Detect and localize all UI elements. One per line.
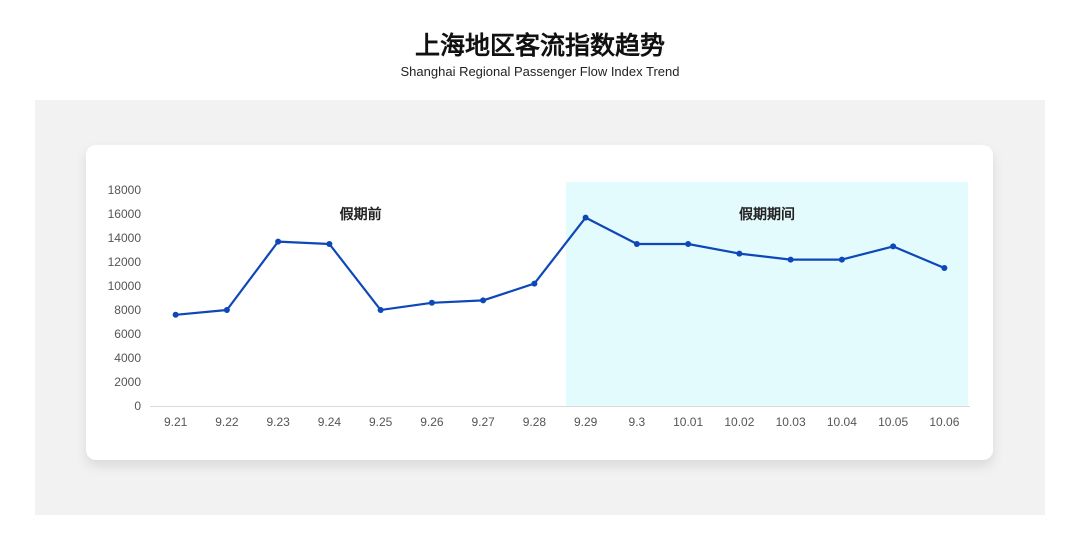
series-line [175,216,945,316]
data-point [787,256,794,263]
x-tick-label: 10.02 [724,415,754,429]
x-tick-label: 9.24 [318,415,342,429]
data-point [838,256,845,263]
y-tick-label: 14000 [108,231,142,245]
data-point [428,299,435,306]
x-tick-label: 9.22 [215,415,239,429]
data-point [685,241,692,247]
y-tick-label: 6000 [114,327,141,341]
y-tick-label: 0 [134,399,141,413]
y-tick-label: 8000 [114,303,141,317]
x-tick-label: 9.3 [629,415,646,429]
x-tick-label: 10.06 [929,415,959,429]
x-tick-label: 9.21 [164,415,188,429]
x-tick-label: 9.27 [471,415,495,429]
holiday-highlight-band [566,182,968,406]
y-tick-label: 10000 [108,279,142,293]
x-tick-label: 9.29 [574,415,598,429]
x-tick-label: 10.05 [878,415,908,429]
data-point [480,297,487,304]
data-point [736,250,743,257]
x-tick-label: 10.03 [776,415,806,429]
chart-title: 上海地区客流指数趋势 [414,31,665,60]
data-point [377,307,384,313]
holiday-period-label: 假期期间 [739,206,795,223]
data-point [326,241,333,247]
pre-holiday-label: 假期前 [340,206,382,223]
x-tick-label: 9.23 [266,415,290,429]
chart-subtitle: Shanghai Regional Passenger Flow Index T… [400,64,680,79]
data-point [941,265,948,271]
x-tick-label: 10.04 [827,415,857,429]
data-point [582,214,589,221]
data-point [531,280,538,287]
data-point [275,238,282,245]
y-tick-label: 2000 [114,375,141,389]
data-point [223,307,230,313]
y-tick-label: 4000 [114,351,141,365]
x-tick-label: 9.26 [420,415,444,429]
data-point [890,243,897,250]
data-point [172,311,179,318]
y-tick-label: 12000 [108,255,142,269]
x-tick-label: 9.28 [523,415,547,429]
y-tick-label: 16000 [108,207,142,221]
x-tick-label: 9.25 [369,415,393,429]
y-tick-label: 18000 [108,183,142,197]
data-point [633,241,640,247]
x-tick-label: 10.01 [673,415,703,429]
